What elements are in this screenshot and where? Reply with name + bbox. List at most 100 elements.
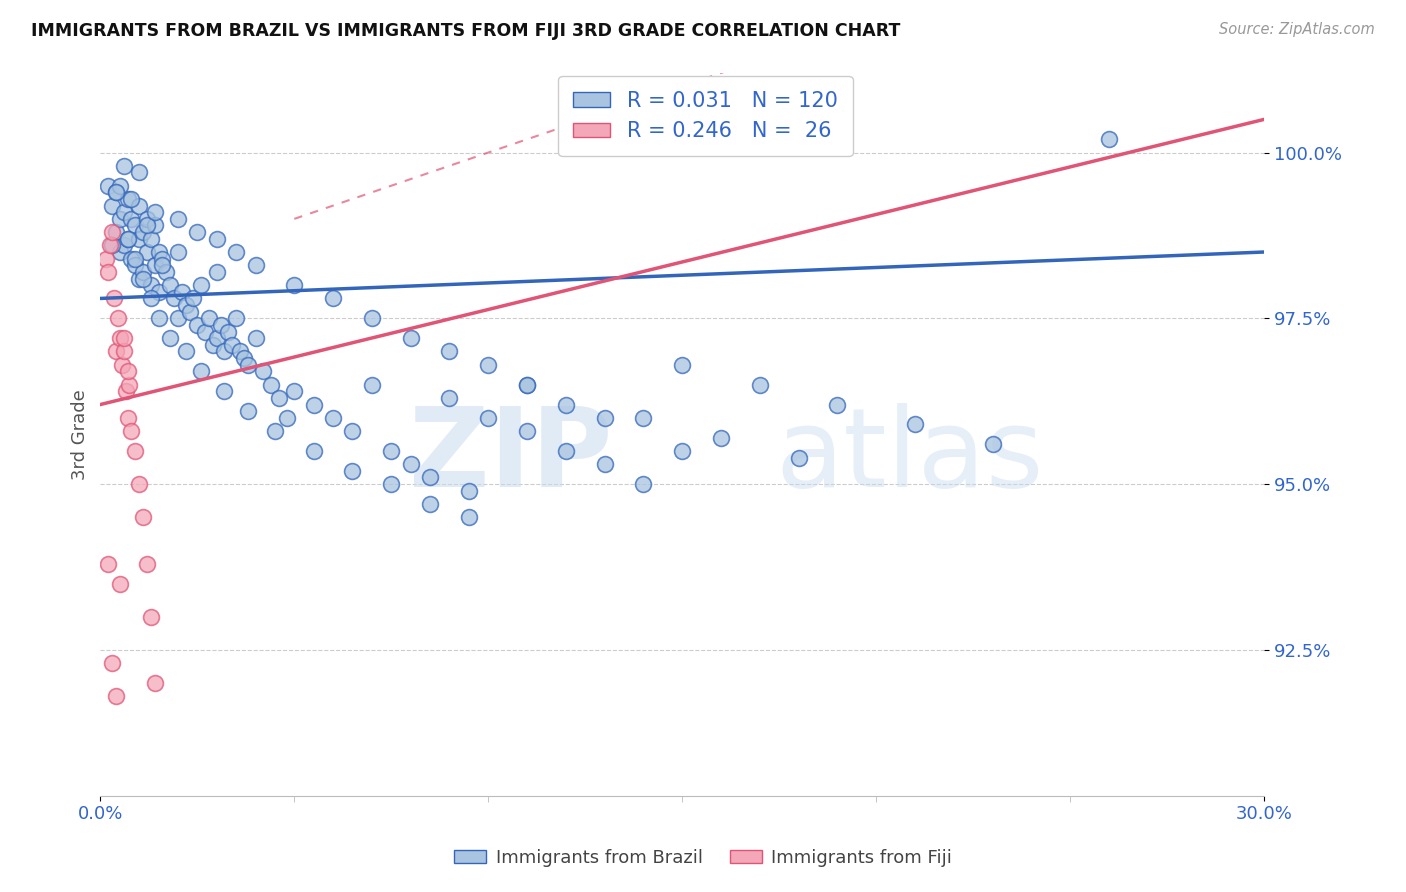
Point (217, 325, 239, 339)
Point (155, 265, 177, 279)
Point (198, 311, 221, 326)
Point (827, 398, 849, 412)
Point (132, 510, 155, 524)
Point (135, 245, 157, 260)
Point (194, 325, 217, 339)
Point (114, 384, 136, 399)
Point (139, 609, 162, 624)
Point (104, 225, 127, 239)
Point (104, 344, 127, 359)
Point (439, 391, 461, 405)
Point (283, 384, 305, 399)
Point (148, 245, 170, 260)
Point (236, 404, 259, 418)
Point (748, 377, 770, 392)
Point (170, 285, 193, 299)
Point (120, 252, 142, 266)
Point (167, 311, 190, 326)
Point (108, 245, 131, 260)
Point (108, 576, 131, 591)
Point (128, 477, 150, 491)
Point (174, 298, 197, 312)
Point (252, 364, 274, 378)
Point (322, 292, 344, 306)
Point (167, 211, 190, 226)
Point (101, 225, 124, 239)
Point (457, 510, 479, 524)
Point (399, 331, 422, 345)
Point (120, 192, 142, 206)
Point (283, 278, 305, 293)
Point (190, 364, 212, 378)
Point (342, 464, 364, 478)
Point (98, 238, 121, 252)
Point (593, 410, 616, 425)
Point (107, 311, 129, 326)
Point (97, 178, 120, 193)
Point (163, 292, 186, 306)
Point (112, 344, 135, 359)
Text: IMMIGRANTS FROM BRAZIL VS IMMIGRANTS FROM FIJI 3RD GRADE CORRELATION CHART: IMMIGRANTS FROM BRAZIL VS IMMIGRANTS FRO… (31, 22, 900, 40)
Point (135, 219, 157, 233)
Point (112, 205, 135, 219)
Point (380, 444, 402, 458)
Point (209, 318, 232, 332)
Point (117, 232, 139, 246)
Point (633, 477, 655, 491)
Point (186, 318, 208, 332)
Point (97, 265, 120, 279)
Point (186, 225, 208, 239)
Point (360, 311, 382, 326)
Point (117, 192, 139, 206)
Legend: Immigrants from Brazil, Immigrants from Fiji: Immigrants from Brazil, Immigrants from … (447, 842, 959, 874)
Point (101, 656, 124, 670)
Point (342, 424, 364, 438)
Point (302, 444, 325, 458)
Y-axis label: 3rd Grade: 3rd Grade (72, 389, 89, 480)
Point (120, 424, 142, 438)
Point (671, 444, 693, 458)
Point (124, 252, 146, 266)
Point (1098, 132, 1121, 146)
Point (264, 424, 287, 438)
Point (108, 211, 131, 226)
Point (118, 377, 141, 392)
Point (322, 410, 344, 425)
Point (236, 358, 259, 372)
Point (710, 431, 733, 445)
Point (190, 278, 212, 293)
Point (439, 344, 461, 359)
Point (117, 410, 139, 425)
Point (135, 557, 157, 571)
Point (205, 331, 228, 345)
Point (205, 265, 228, 279)
Legend: R = 0.031   N = 120, R = 0.246   N =  26: R = 0.031 N = 120, R = 0.246 N = 26 (558, 76, 852, 156)
Point (117, 364, 139, 378)
Point (516, 424, 538, 438)
Point (96, 252, 118, 266)
Text: ZIP: ZIP (409, 402, 613, 509)
Point (981, 437, 1004, 451)
Point (159, 278, 181, 293)
Point (112, 238, 135, 252)
Point (128, 232, 150, 246)
Point (260, 377, 283, 392)
Point (419, 497, 441, 511)
Point (120, 211, 142, 226)
Point (633, 410, 655, 425)
Point (132, 271, 155, 285)
Point (205, 232, 228, 246)
Point (143, 258, 166, 272)
Point (159, 331, 181, 345)
Point (101, 198, 124, 212)
Point (108, 331, 131, 345)
Point (104, 690, 127, 704)
Point (302, 398, 325, 412)
Point (143, 219, 166, 233)
Point (554, 444, 576, 458)
Point (132, 265, 155, 279)
Point (245, 258, 267, 272)
Point (174, 344, 197, 359)
Point (360, 377, 382, 392)
Point (124, 444, 146, 458)
